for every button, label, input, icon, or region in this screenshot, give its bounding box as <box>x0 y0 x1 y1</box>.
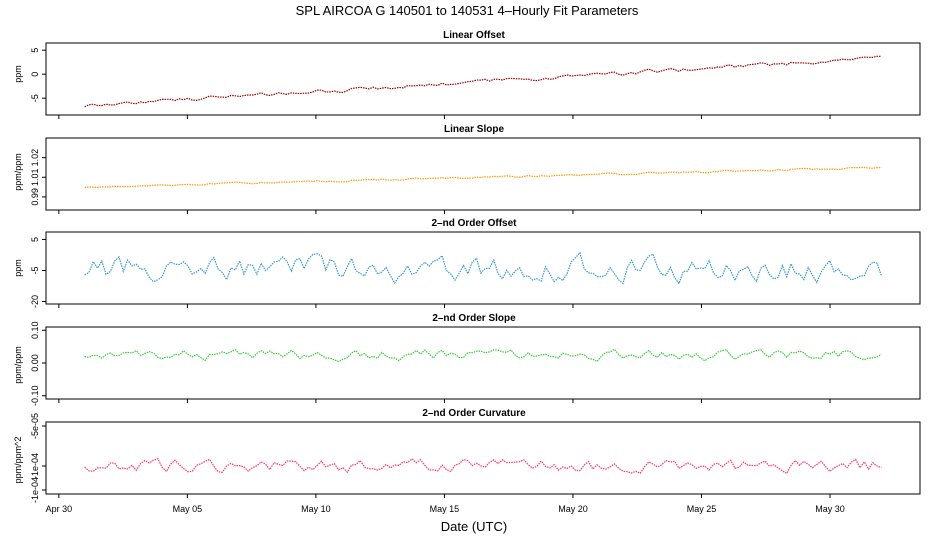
y-tick-label: 1.01 <box>30 169 40 187</box>
x-tick-label: May 05 <box>173 504 203 514</box>
panel-title: 2–nd Order Curvature <box>422 408 526 419</box>
plot-frame <box>45 42 921 116</box>
y-tick-label: -1e-04 <box>30 453 40 479</box>
series-line <box>84 166 882 189</box>
y-tick-label: 0 <box>30 72 40 77</box>
figure-title: SPL AIRCOA G 140501 to 140531 4–Hourly F… <box>296 3 639 18</box>
panel-title: Linear Slope <box>444 124 504 135</box>
y-tick-label: -20 <box>30 295 40 308</box>
panel-title: Linear Offset <box>443 30 505 41</box>
x-tick-label: May 30 <box>815 504 845 514</box>
x-tick-label: May 25 <box>687 504 717 514</box>
series-line <box>84 55 882 108</box>
plot-frame <box>45 137 921 211</box>
y-tick-label: 1.02 <box>30 149 40 167</box>
panel-linear-offset: Linear Offset ppm -5 0 5 <box>13 30 921 119</box>
plot-frame <box>45 231 921 305</box>
panel-second-order-curvature: 2–nd Order Curvature ppm/ppm^2 -1e-04-1e… <box>13 408 921 503</box>
plot-frame <box>45 326 921 400</box>
x-tick-label: May 10 <box>301 504 331 514</box>
y-axis-label: ppm <box>13 259 23 277</box>
panel-title: 2–nd Order Offset <box>431 218 517 229</box>
panel-second-order-slope: 2–nd Order Slope ppm/ppm -0.10 0.00 0.10 <box>13 313 921 406</box>
y-axis-label: ppm/ppm <box>13 346 23 384</box>
x-axis-label: Date (UTC) <box>441 519 507 534</box>
x-axis: Apr 30 May 05 May 10 May 15 May 20 May 25 May … <box>46 504 845 514</box>
y-tick-label: -0.10 <box>30 385 40 406</box>
y-tick-label: -5e-05 <box>30 413 40 439</box>
y-tick-label: -5 <box>30 266 40 274</box>
x-tick-label: May 15 <box>430 504 460 514</box>
y-axis-label: ppm/ppm <box>13 153 23 191</box>
panel-title: 2–nd Order Slope <box>432 313 516 324</box>
y-axis-label: ppm/ppm^2 <box>13 437 23 484</box>
y-tick-label: -1e-04 <box>30 477 40 503</box>
series-line <box>84 457 882 475</box>
panel-second-order-offset: 2–nd Order Offset ppm -20 -5 5 <box>13 218 921 308</box>
x-tick-label: Apr 30 <box>46 504 73 514</box>
panel-linear-slope: Linear Slope ppm/ppm 0.991.01 1.02 <box>13 124 921 214</box>
x-tick-label: May 20 <box>558 504 588 514</box>
y-tick-label: 0.99 <box>30 188 40 206</box>
plot-frame <box>45 421 921 495</box>
series-line <box>84 348 882 363</box>
y-tick-label: 0.00 <box>30 354 40 372</box>
y-tick-label: 5 <box>30 48 40 53</box>
y-axis-label: ppm <box>13 65 23 83</box>
y-tick-label: -5 <box>30 94 40 102</box>
y-tick-label: 0.10 <box>30 322 40 340</box>
series-line <box>84 251 882 285</box>
y-tick-label: 5 <box>30 237 40 242</box>
